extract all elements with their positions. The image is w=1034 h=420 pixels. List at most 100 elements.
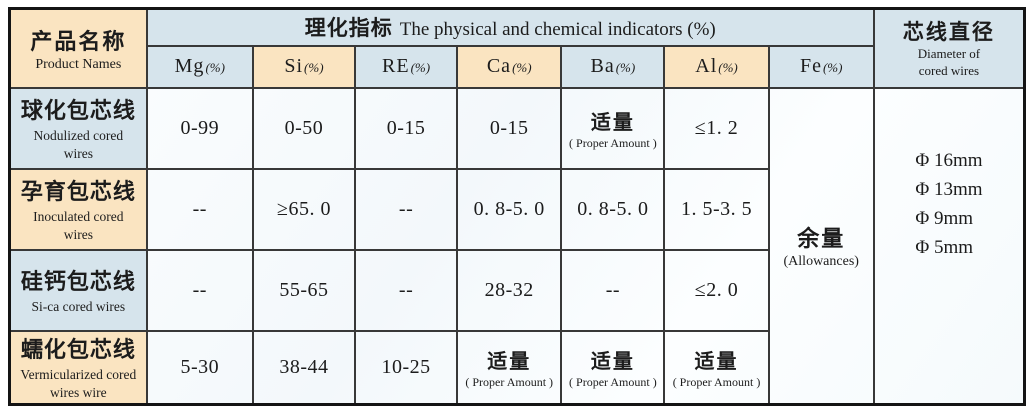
- diameter-en-line1: Diameter of: [917, 46, 981, 62]
- diameter-en-line2: cored wires: [918, 63, 980, 79]
- product-names-zh: 产品名称: [30, 28, 127, 54]
- cell-value-sub: ( Proper Amount ): [465, 374, 554, 389]
- cell-value: 适量: [590, 350, 635, 373]
- cell-value: 1. 5-3. 5: [680, 197, 753, 220]
- col-head-ca-label: Ca: [486, 55, 512, 77]
- cell-vermicularized-ca: 适量 ( Proper Amount ): [456, 329, 563, 406]
- indicators-band-header: 理化指标 The physical and chemical indicators…: [145, 7, 875, 47]
- col-head-fe-label: Fe: [799, 55, 822, 77]
- cell-value: 10-25: [381, 355, 431, 378]
- col-head-mg-label: Mg: [174, 55, 205, 77]
- cell-inoculated-al: 1. 5-3. 5: [663, 167, 770, 251]
- cell-value: --: [192, 197, 207, 220]
- cell-value: 适量: [487, 350, 532, 373]
- cell-value: 5-30: [180, 355, 220, 378]
- cell-inoculated-si: ≥65. 0: [251, 167, 357, 251]
- diameter-zh: 芯线直径: [902, 20, 995, 45]
- cell-value: 适量: [590, 111, 635, 134]
- col-head-ca-unit: (%): [512, 60, 532, 75]
- cell-value: --: [192, 278, 207, 301]
- col-head-re-unit: (%): [410, 60, 431, 75]
- cell-fe-allowances: 余量 (Allowances): [767, 86, 875, 406]
- col-head-si-unit: (%): [304, 60, 324, 75]
- cell-value: 55-65: [279, 278, 329, 301]
- row-label-inoculated: 孕育包芯线 Inoculated cored wires: [8, 167, 148, 251]
- row-label-vermicularized-en: Vermicularized cored wires wire: [20, 367, 137, 401]
- cell-value: ≤1. 2: [694, 116, 739, 139]
- cell-value: 0. 8-5. 0: [577, 197, 649, 220]
- cell-vermicularized-al: 适量 ( Proper Amount ): [663, 329, 770, 406]
- spec-table: 产品名称 Product Names 理化指标 The physical and …: [8, 7, 1026, 406]
- col-head-ba: Ba(%): [560, 44, 666, 89]
- row-label-sica-zh: 硅钙包芯线: [20, 268, 136, 294]
- diameter-list: Φ 16mm Φ 13mm Φ 9mm Φ 5mm: [915, 146, 982, 262]
- cell-inoculated-mg: --: [145, 167, 254, 251]
- cell-value: 0. 8-5. 0: [473, 197, 545, 220]
- diameter-item: Φ 16mm: [915, 149, 983, 171]
- diameter-item: Φ 9mm: [915, 207, 974, 229]
- cell-value: ≤2. 0: [694, 278, 739, 301]
- col-head-si-label: Si: [284, 55, 304, 77]
- cell-value: --: [605, 278, 621, 301]
- col-head-re-label: RE: [382, 55, 410, 77]
- row-label-inoculated-en: Inoculated cored wires: [33, 208, 124, 242]
- row-label-sica: 硅钙包芯线 Si-ca cored wires: [8, 248, 148, 332]
- col-head-ba-label: Ba: [590, 55, 615, 77]
- cell-sica-ba: --: [560, 248, 666, 332]
- col-head-al-unit: (%): [718, 60, 738, 75]
- cell-value: --: [398, 278, 414, 301]
- cell-sica-si: 55-65: [251, 248, 357, 332]
- col-head-al: Al(%): [663, 44, 770, 89]
- cell-nodulized-si: 0-50: [251, 86, 357, 170]
- cell-vermicularized-ba: 适量 ( Proper Amount ): [560, 329, 666, 406]
- cell-nodulized-re: 0-15: [354, 86, 459, 170]
- col-head-fe: Fe(%): [767, 44, 875, 89]
- cell-nodulized-al: ≤1. 2: [663, 86, 770, 170]
- cell-inoculated-ca: 0. 8-5. 0: [456, 167, 563, 251]
- cell-sica-ca: 28-32: [456, 248, 563, 332]
- cell-value: 适量: [694, 350, 739, 373]
- diameter-header: 芯线直径 Diameter of cored wires: [872, 7, 1026, 89]
- cell-value: 28-32: [484, 278, 534, 301]
- cell-nodulized-ba: 适量 ( Proper Amount ): [560, 86, 666, 170]
- cell-sica-al: ≤2. 0: [663, 248, 770, 332]
- cell-value: 0-50: [284, 116, 324, 139]
- col-head-mg-unit: (%): [205, 60, 225, 75]
- cell-value: 0-15: [386, 116, 426, 139]
- col-head-ca: Ca(%): [456, 44, 563, 89]
- cell-vermicularized-mg: 5-30: [145, 329, 254, 406]
- row-label-sica-en: Si-ca cored wires: [31, 298, 126, 314]
- cell-value: ≥65. 0: [276, 197, 331, 220]
- cell-value: 0-99: [180, 116, 220, 139]
- col-head-re: RE(%): [354, 44, 459, 89]
- cell-value: 0-15: [489, 116, 529, 139]
- cell-inoculated-re: --: [354, 167, 459, 251]
- col-head-al-label: Al: [695, 55, 718, 77]
- fe-allowances-en: (Allowances): [783, 254, 859, 270]
- indicators-en: The physical and chemical indicators (%): [399, 19, 716, 41]
- product-names-en: Product Names: [35, 56, 122, 72]
- row-label-nodulized-en: Nodulized cored wires: [33, 127, 124, 161]
- col-head-fe-unit: (%): [822, 60, 843, 75]
- cell-sica-mg: --: [145, 248, 254, 332]
- cell-vermicularized-si: 38-44: [251, 329, 357, 406]
- cell-nodulized-ca: 0-15: [456, 86, 563, 170]
- product-names-header: 产品名称 Product Names: [8, 7, 148, 89]
- cell-inoculated-ba: 0. 8-5. 0: [560, 167, 666, 251]
- diameter-item: Φ 13mm: [915, 178, 983, 200]
- col-head-si: Si(%): [251, 44, 357, 89]
- col-head-ba-unit: (%): [615, 60, 636, 75]
- diameter-item: Φ 5mm: [915, 236, 974, 258]
- cell-value: --: [398, 197, 414, 220]
- cell-diameters: Φ 16mm Φ 13mm Φ 9mm Φ 5mm: [872, 86, 1026, 406]
- cell-value-sub: ( Proper Amount ): [569, 374, 657, 389]
- fe-allowances-zh: 余量: [797, 226, 846, 252]
- cell-vermicularized-re: 10-25: [354, 329, 459, 406]
- indicators-zh: 理化指标: [304, 16, 393, 41]
- row-label-vermicularized: 蠕化包芯线 Vermicularized cored wires wire: [8, 329, 148, 406]
- cell-nodulized-mg: 0-99: [145, 86, 254, 170]
- cell-value-sub: ( Proper Amount ): [672, 374, 761, 389]
- row-label-nodulized: 球化包芯线 Nodulized cored wires: [8, 86, 148, 170]
- row-label-nodulized-zh: 球化包芯线: [20, 97, 136, 123]
